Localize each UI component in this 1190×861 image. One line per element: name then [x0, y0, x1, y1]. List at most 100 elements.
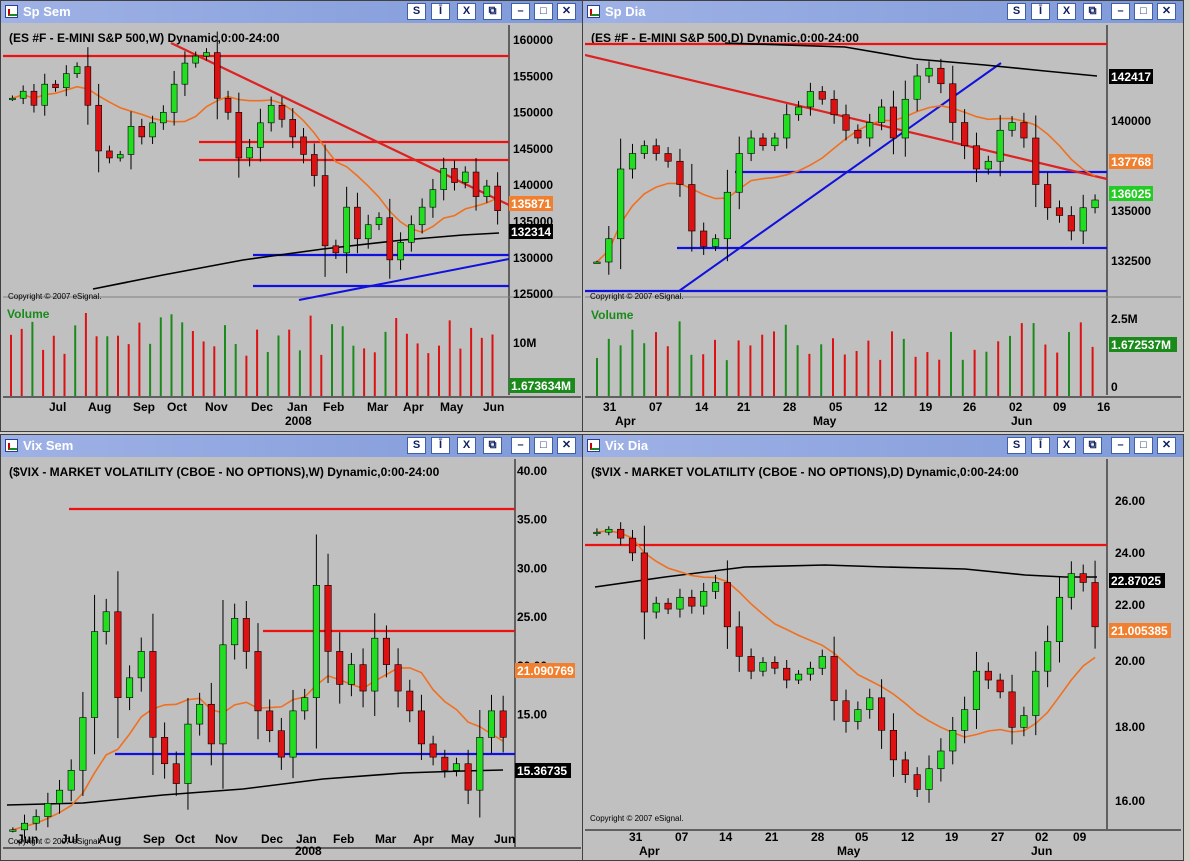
candle-body: [878, 697, 886, 731]
candle-body: [289, 710, 297, 758]
candle-body: [149, 651, 157, 738]
candle-body: [652, 145, 660, 154]
price-badge: 132314: [511, 225, 551, 239]
price-tick-label: 130000: [513, 251, 553, 265]
candle-body: [1091, 582, 1099, 628]
candle-body: [854, 129, 862, 139]
sp-sem-chart[interactable]: (ES #F - E-MINI S&P 500,W) Dynamic,0:00-…: [3, 25, 581, 429]
candle-body: [408, 224, 415, 243]
maximize-button[interactable]: □: [1134, 437, 1153, 454]
sp-dia-chart[interactable]: (ES #F - E-MINI S&P 500,D) Dynamic,0:00-…: [585, 25, 1181, 429]
link-icon[interactable]: S: [1007, 3, 1026, 20]
candle-body: [73, 66, 81, 74]
candle-body: [901, 98, 909, 139]
candle-body: [711, 582, 720, 592]
price-badge-bg: [509, 224, 553, 239]
vix-dia-chart[interactable]: ($VIX - MARKET VOLATILITY (CBOE - NO OPT…: [585, 459, 1181, 858]
interval-icon[interactable]: Ī: [1031, 3, 1050, 20]
candle-body: [406, 690, 414, 712]
crosshair-icon[interactable]: X: [1057, 437, 1076, 454]
vix-sem-chart[interactable]: ($VIX - MARKET VOLATILITY (CBOE - NO OPT…: [3, 459, 581, 858]
close-button[interactable]: ✕: [1157, 437, 1176, 454]
candle-body: [429, 743, 437, 758]
candle-body: [213, 52, 221, 99]
chart-title: (ES #F - E-MINI S&P 500,W) Dynamic,0:00-…: [9, 31, 280, 45]
price-tick-label: 20.00: [1115, 654, 1145, 668]
candle-body: [417, 710, 425, 745]
x-tick-label: Dec: [251, 400, 273, 414]
chart-content: ($VIX - MARKET VOLATILITY (CBOE - NO OPT…: [3, 459, 581, 858]
maximize-button[interactable]: □: [1134, 3, 1153, 20]
minimize-button[interactable]: –: [511, 437, 530, 454]
candle-body: [806, 667, 814, 675]
price-badge-bg: [515, 663, 575, 678]
restore-icon[interactable]: ⧉: [483, 437, 502, 454]
candle-body: [1079, 207, 1087, 232]
price-tick-label: 24.00: [1115, 546, 1145, 560]
close-button[interactable]: ✕: [557, 437, 576, 454]
candle-body: [137, 651, 145, 679]
candle-body: [429, 189, 437, 208]
candle-body: [321, 175, 329, 247]
crosshair-icon[interactable]: X: [457, 3, 476, 20]
price-tick-label: 15.00: [517, 708, 547, 722]
copyright-text: Copyright © 2007 eSignal.: [8, 837, 102, 846]
link-icon[interactable]: S: [407, 3, 426, 20]
candle-body: [818, 91, 826, 100]
x-month-label: Apr: [639, 844, 660, 858]
crosshair-icon[interactable]: X: [457, 437, 476, 454]
x-year-label: 2008: [295, 844, 322, 858]
volume-badge-bg: [509, 378, 575, 393]
price-badge-bg: [1109, 623, 1171, 638]
interval-icon[interactable]: Ī: [1031, 437, 1050, 454]
trend-line: [678, 62, 1002, 292]
restore-icon[interactable]: ⧉: [483, 3, 502, 20]
titlebar[interactable]: Sp Dia S Ī X ⧉ – □ ✕: [583, 1, 1183, 23]
interval-icon[interactable]: Ī: [431, 3, 450, 20]
restore-icon[interactable]: ⧉: [1083, 3, 1102, 20]
titlebar[interactable]: Vix Dia S Ī X ⧉ – □ ✕: [583, 435, 1183, 457]
crosshair-icon[interactable]: X: [1057, 3, 1076, 20]
price-tick-label: 18.00: [1115, 720, 1145, 734]
candle-body: [487, 710, 495, 738]
candle-body: [9, 829, 17, 832]
price-badge-bg: [1109, 186, 1153, 201]
restore-icon[interactable]: ⧉: [1083, 437, 1102, 454]
price-tick-label: 25.00: [517, 610, 547, 624]
minimize-button[interactable]: –: [1111, 3, 1130, 20]
candle-body: [382, 637, 390, 665]
candle-body: [925, 768, 933, 790]
minimize-button[interactable]: –: [1111, 437, 1130, 454]
price-badge-bg: [515, 763, 571, 778]
price-badge-bg: [1109, 69, 1153, 84]
titlebar[interactable]: Vix Sem S Ī X ⧉ – □ ✕: [1, 435, 583, 457]
candle-body: [925, 67, 933, 77]
chart-title: ($VIX - MARKET VOLATILITY (CBOE - NO OPT…: [591, 465, 1019, 479]
candle-body: [336, 651, 344, 685]
ma-200-line: [92, 232, 500, 290]
x-tick-label: 02: [1035, 830, 1049, 844]
candle-body: [1020, 122, 1028, 139]
candle-body: [1032, 137, 1040, 185]
close-button[interactable]: ✕: [1157, 3, 1176, 20]
copyright-text: Copyright © 2007 eSignal.: [8, 292, 102, 301]
titlebar[interactable]: Sp Sem S Ī X ⧉ – □ ✕: [1, 1, 583, 23]
candle-body: [332, 245, 340, 254]
link-icon[interactable]: S: [1007, 437, 1026, 454]
link-icon[interactable]: S: [407, 437, 426, 454]
x-tick-label: 31: [603, 400, 617, 414]
interval-icon[interactable]: Ī: [431, 437, 450, 454]
close-button[interactable]: ✕: [557, 3, 576, 20]
x-tick-label: 26: [963, 400, 977, 414]
maximize-button[interactable]: □: [534, 437, 553, 454]
minimize-button[interactable]: –: [511, 3, 530, 20]
price-tick-label: 30.00: [517, 561, 547, 575]
candle-body: [267, 104, 275, 124]
x-tick-label: 12: [874, 400, 888, 414]
candle-body: [476, 737, 484, 791]
candle-body: [114, 611, 122, 698]
candle-body: [67, 770, 75, 791]
candle-body: [913, 774, 921, 790]
maximize-button[interactable]: □: [534, 3, 553, 20]
candle-body: [700, 230, 708, 247]
